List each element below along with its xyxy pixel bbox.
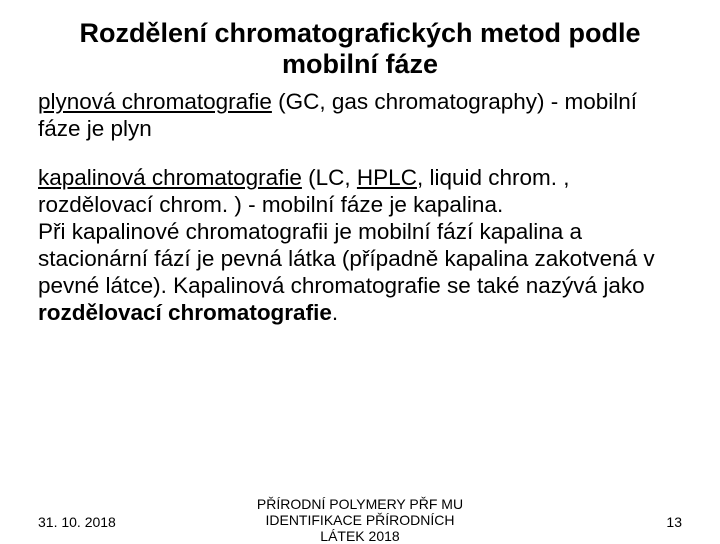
text-lc-period: . [332, 300, 338, 325]
text-lc-mid1: (LC, [302, 165, 357, 190]
footer-center: PŘÍRODNÍ POLYMERY PŘF MU IDENTIFIKACE PŘ… [257, 496, 463, 544]
text-lc-cont: Při kapalinové chromatografii je mobilní… [38, 219, 655, 298]
footer-page-number: 13 [666, 514, 682, 530]
footer-center-line1: PŘÍRODNÍ POLYMERY PŘF MU [257, 496, 463, 512]
footer-date: 31. 10. 2018 [38, 514, 116, 530]
footer-center-line2: IDENTIFIKACE PŘÍRODNÍCH [265, 512, 454, 528]
term-plynova: plynová chromatografie [38, 89, 272, 114]
paragraph-gc: plynová chromatografie (GC, gas chromato… [38, 88, 682, 142]
term-rozdelovaci: rozdělovací chromatografie [38, 300, 332, 325]
term-kapalinova: kapalinová chromatografie [38, 165, 302, 190]
paragraph-lc: kapalinová chromatografie (LC, HPLC, liq… [38, 164, 682, 326]
footer-center-line3: LÁTEK 2018 [320, 528, 399, 544]
slide-title: Rozdělení chromatografických metod podle… [38, 18, 682, 80]
term-hplc: HPLC [357, 165, 417, 190]
slide-container: Rozdělení chromatografických metod podle… [0, 0, 720, 540]
